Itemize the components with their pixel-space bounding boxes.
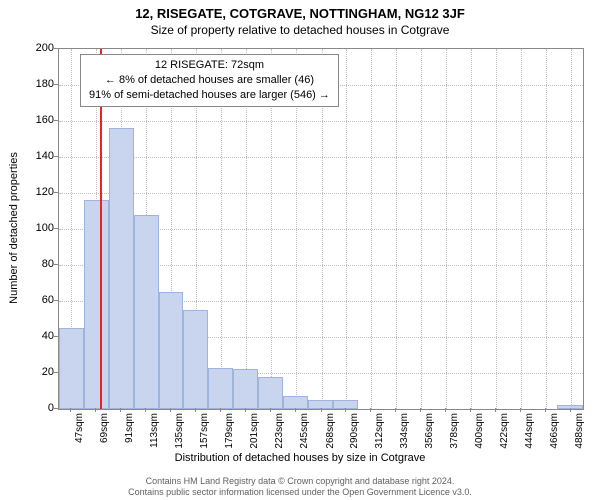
x-tick-mark xyxy=(95,408,96,412)
histogram-bar xyxy=(59,328,84,409)
x-tick-label: 378sqm xyxy=(449,413,460,449)
x-tick-mark xyxy=(395,408,396,412)
page-title: 12, RISEGATE, COTGRAVE, NOTTINGHAM, NG12… xyxy=(0,0,600,21)
gridline-vertical xyxy=(521,49,522,409)
y-tick-mark xyxy=(54,156,58,157)
y-tick-label: 180 xyxy=(14,78,54,90)
y-tick-mark xyxy=(54,228,58,229)
y-tick-mark xyxy=(54,336,58,337)
x-tick-label: 201sqm xyxy=(249,413,260,449)
gridline-vertical xyxy=(421,49,422,409)
info-line-1: 12 RISEGATE: 72sqm xyxy=(89,58,330,73)
x-tick-mark xyxy=(520,408,521,412)
x-tick-label: 157sqm xyxy=(199,413,210,449)
attribution-footer: Contains HM Land Registry data © Crown c… xyxy=(0,476,600,498)
footer-line-2: Contains public sector information licen… xyxy=(0,487,600,498)
y-tick-label: 200 xyxy=(14,42,54,54)
x-tick-label: 444sqm xyxy=(524,413,535,449)
x-tick-mark xyxy=(120,408,121,412)
x-axis-title: Distribution of detached houses by size … xyxy=(0,452,600,464)
x-tick-mark xyxy=(420,408,421,412)
y-tick-label: 80 xyxy=(14,258,54,270)
x-tick-label: 91sqm xyxy=(124,413,135,443)
y-tick-mark xyxy=(54,372,58,373)
histogram-bar xyxy=(84,200,109,409)
histogram-bar xyxy=(258,377,283,409)
page-subtitle: Size of property relative to detached ho… xyxy=(0,21,600,37)
x-tick-label: 356sqm xyxy=(424,413,435,449)
gridline-vertical xyxy=(446,49,447,409)
x-tick-label: 268sqm xyxy=(325,413,336,449)
histogram-bar xyxy=(109,128,134,409)
y-tick-mark xyxy=(54,120,58,121)
y-tick-label: 140 xyxy=(14,150,54,162)
x-tick-mark xyxy=(295,408,296,412)
y-tick-label: 120 xyxy=(14,186,54,198)
x-tick-label: 488sqm xyxy=(574,413,585,449)
y-tick-label: 0 xyxy=(14,402,54,414)
gridline-vertical xyxy=(471,49,472,409)
info-line-2: ← 8% of detached houses are smaller (46) xyxy=(89,73,330,88)
x-tick-label: 466sqm xyxy=(549,413,560,449)
histogram-bar xyxy=(208,368,233,409)
y-tick-mark xyxy=(54,300,58,301)
y-tick-mark xyxy=(54,264,58,265)
y-tick-label: 160 xyxy=(14,114,54,126)
y-tick-label: 40 xyxy=(14,330,54,342)
x-tick-label: 135sqm xyxy=(174,413,185,449)
gridline-vertical xyxy=(346,49,347,409)
x-tick-label: 113sqm xyxy=(149,413,160,448)
x-tick-mark xyxy=(370,408,371,412)
y-tick-mark xyxy=(54,48,58,49)
x-tick-label: 290sqm xyxy=(349,413,360,449)
x-tick-mark xyxy=(70,408,71,412)
histogram-bar xyxy=(159,292,184,409)
x-tick-label: 47sqm xyxy=(74,413,85,443)
histogram-bar xyxy=(183,310,208,409)
x-tick-label: 334sqm xyxy=(399,413,410,449)
y-tick-label: 60 xyxy=(14,294,54,306)
x-tick-label: 179sqm xyxy=(224,413,235,449)
x-tick-mark xyxy=(245,408,246,412)
x-tick-mark xyxy=(220,408,221,412)
gridline-vertical xyxy=(546,49,547,409)
x-tick-mark xyxy=(545,408,546,412)
info-box: 12 RISEGATE: 72sqm ← 8% of detached hous… xyxy=(80,54,339,107)
x-tick-mark xyxy=(495,408,496,412)
x-tick-mark xyxy=(570,408,571,412)
gridline-vertical xyxy=(496,49,497,409)
x-tick-mark xyxy=(470,408,471,412)
x-tick-label: 422sqm xyxy=(499,413,510,449)
x-tick-label: 245sqm xyxy=(299,413,310,449)
histogram-bar xyxy=(233,369,258,409)
x-tick-label: 69sqm xyxy=(99,413,110,443)
x-tick-mark xyxy=(321,408,322,412)
x-tick-mark xyxy=(270,408,271,412)
x-tick-mark xyxy=(345,408,346,412)
x-tick-label: 223sqm xyxy=(274,413,285,449)
x-tick-label: 400sqm xyxy=(474,413,485,449)
y-tick-label: 100 xyxy=(14,222,54,234)
info-line-3: 91% of semi-detached houses are larger (… xyxy=(89,88,330,103)
gridline-vertical xyxy=(371,49,372,409)
x-tick-mark xyxy=(170,408,171,412)
x-tick-mark xyxy=(195,408,196,412)
y-tick-mark xyxy=(54,192,58,193)
x-tick-label: 312sqm xyxy=(374,413,385,449)
chart-container: 12, RISEGATE, COTGRAVE, NOTTINGHAM, NG12… xyxy=(0,0,600,500)
gridline-vertical xyxy=(396,49,397,409)
histogram-bar xyxy=(134,215,159,409)
y-tick-mark xyxy=(54,84,58,85)
footer-line-1: Contains HM Land Registry data © Crown c… xyxy=(0,476,600,487)
y-tick-mark xyxy=(54,408,58,409)
y-tick-label: 20 xyxy=(14,366,54,378)
x-tick-mark xyxy=(145,408,146,412)
gridline-vertical xyxy=(571,49,572,409)
x-tick-mark xyxy=(445,408,446,412)
